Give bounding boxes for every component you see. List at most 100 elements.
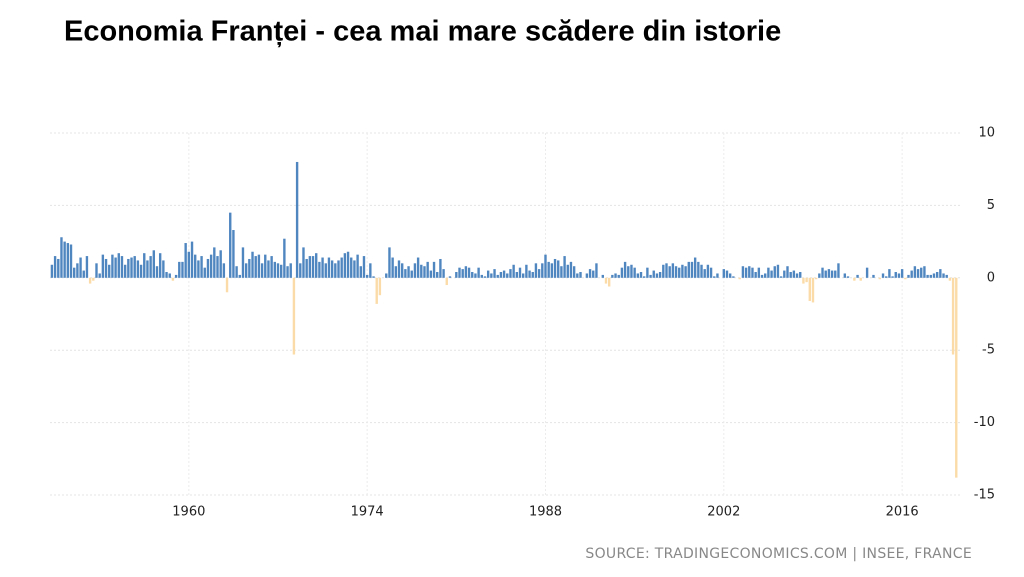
bar xyxy=(359,266,362,278)
bar xyxy=(843,273,847,278)
chart-title: Economia Franței - cea mai mare scădere … xyxy=(64,16,781,48)
bar xyxy=(604,277,608,284)
bar xyxy=(318,261,321,278)
bar xyxy=(808,277,811,301)
bar xyxy=(945,274,948,278)
bar xyxy=(700,264,703,278)
bar xyxy=(585,273,589,278)
bar xyxy=(423,266,426,278)
bar xyxy=(225,277,229,293)
bar xyxy=(799,272,802,278)
bar xyxy=(674,266,678,278)
bar xyxy=(878,277,882,280)
bar xyxy=(295,161,299,278)
bar xyxy=(98,273,101,278)
bar xyxy=(241,247,245,278)
bar xyxy=(248,258,251,278)
bar xyxy=(394,266,398,278)
bar xyxy=(805,277,808,283)
bar xyxy=(362,256,366,278)
bar xyxy=(464,266,468,278)
bar xyxy=(365,274,369,278)
bar xyxy=(623,261,627,278)
y-tick-label: -10 xyxy=(974,415,995,430)
bar xyxy=(652,270,655,278)
bar xyxy=(859,277,862,281)
bar xyxy=(471,272,474,278)
bar xyxy=(229,212,232,278)
bar xyxy=(951,277,955,355)
bar xyxy=(330,260,334,278)
bar xyxy=(445,277,448,286)
bar xyxy=(184,243,187,278)
bar xyxy=(139,264,143,278)
bar xyxy=(818,273,821,278)
bar xyxy=(60,237,63,278)
bar xyxy=(400,263,404,278)
x-tick-label: 1974 xyxy=(351,505,384,520)
bar xyxy=(279,264,283,278)
y-tick-label: 0 xyxy=(987,270,995,285)
bar xyxy=(311,256,315,278)
bar xyxy=(595,263,598,278)
bar xyxy=(913,266,917,278)
bar xyxy=(251,251,254,278)
bar xyxy=(904,277,907,280)
bar xyxy=(337,260,340,278)
bar xyxy=(776,264,780,278)
bar xyxy=(792,270,796,278)
bar xyxy=(152,250,156,278)
bar xyxy=(920,267,923,278)
bar xyxy=(315,253,318,278)
bar xyxy=(299,263,302,278)
bar xyxy=(178,261,181,278)
bar xyxy=(292,277,296,355)
bar xyxy=(197,260,200,278)
bar xyxy=(162,260,165,278)
bar xyxy=(235,266,238,278)
bar xyxy=(120,256,124,278)
y-tick-label: 5 xyxy=(987,198,995,213)
bar xyxy=(795,273,799,278)
bar xyxy=(544,254,547,278)
bar xyxy=(244,263,248,278)
bar xyxy=(155,266,159,278)
bar xyxy=(525,264,528,278)
bar xyxy=(254,256,257,278)
bar xyxy=(369,263,372,278)
x-tick-label: 2002 xyxy=(707,505,740,520)
bar xyxy=(372,276,375,278)
bar xyxy=(461,269,464,278)
bar xyxy=(108,264,111,278)
y-tick-label: -5 xyxy=(982,343,995,358)
bar xyxy=(885,276,888,278)
bar xyxy=(900,269,904,278)
bar xyxy=(158,253,162,278)
bar xyxy=(572,266,576,278)
bar xyxy=(88,277,92,284)
bar xyxy=(588,269,592,278)
bar xyxy=(687,261,690,278)
bar xyxy=(391,257,394,278)
bar xyxy=(518,267,522,278)
bar xyxy=(442,269,445,278)
bar xyxy=(496,274,499,278)
bar xyxy=(378,277,382,296)
bar xyxy=(728,273,732,278)
bar xyxy=(881,273,885,278)
bar xyxy=(92,277,95,281)
bar xyxy=(512,264,515,278)
bar xyxy=(101,254,105,278)
bar xyxy=(165,272,168,278)
bar xyxy=(830,270,834,278)
bar xyxy=(95,263,98,278)
bar xyxy=(566,264,569,278)
bar xyxy=(576,273,579,278)
bar xyxy=(668,266,671,278)
bar xyxy=(260,263,264,278)
bar xyxy=(528,270,531,278)
bar xyxy=(751,267,754,278)
bar xyxy=(308,256,312,278)
bar xyxy=(76,263,79,278)
bar xyxy=(846,276,850,278)
